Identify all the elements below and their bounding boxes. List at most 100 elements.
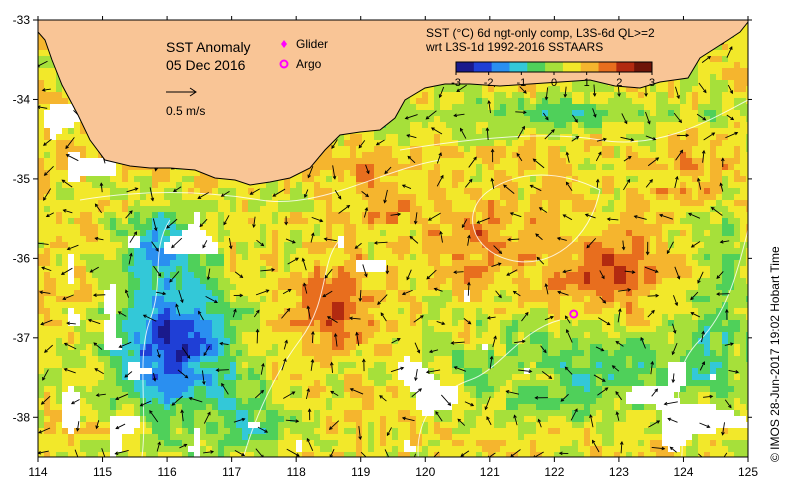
- anomaly-cell: [644, 164, 650, 170]
- anomaly-cell: [482, 140, 488, 146]
- anomaly-cell: [140, 218, 146, 224]
- anomaly-cell: [446, 218, 452, 224]
- anomaly-cell: [644, 182, 650, 188]
- anomaly-cell: [50, 146, 56, 152]
- anomaly-cell: [290, 230, 296, 236]
- anomaly-cell: [638, 134, 644, 140]
- anomaly-cell: [362, 134, 368, 140]
- anomaly-cell: [692, 110, 698, 116]
- anomaly-cell: [704, 236, 710, 242]
- anomaly-cell: [44, 254, 50, 260]
- anomaly-cell: [518, 146, 524, 152]
- anomaly-cell: [644, 260, 650, 266]
- anomaly-cell: [98, 176, 104, 182]
- anomaly-cell: [680, 248, 686, 254]
- anomaly-cell: [668, 170, 674, 176]
- anomaly-cell: [674, 248, 680, 254]
- anomaly-cell: [314, 164, 320, 170]
- anomaly-cell: [104, 212, 110, 218]
- anomaly-cell: [338, 236, 344, 242]
- anomaly-cell: [494, 212, 500, 218]
- anomaly-cell: [308, 188, 314, 194]
- anomaly-cell: [242, 194, 248, 200]
- anomaly-cell: [164, 212, 170, 218]
- anomaly-cell: [356, 188, 362, 194]
- anomaly-cell: [242, 182, 248, 188]
- anomaly-cell: [680, 116, 686, 122]
- anomaly-cell: [266, 224, 272, 230]
- anomaly-cell: [704, 128, 710, 134]
- anomaly-cell: [572, 176, 578, 182]
- anomaly-cell: [374, 146, 380, 152]
- anomaly-cell: [620, 212, 626, 218]
- anomaly-cell: [242, 254, 248, 260]
- anomaly-cell: [686, 170, 692, 176]
- anomaly-cell: [746, 68, 748, 74]
- anomaly-cell: [44, 176, 50, 182]
- anomaly-cell: [68, 200, 74, 206]
- anomaly-cell: [356, 230, 362, 236]
- anomaly-cell: [248, 254, 254, 260]
- anomaly-cell: [704, 230, 710, 236]
- anomaly-cell: [38, 146, 44, 152]
- anomaly-cell: [374, 236, 380, 242]
- anomaly-cell: [458, 170, 464, 176]
- anomaly-cell: [296, 194, 302, 200]
- anomaly-cell: [362, 206, 368, 212]
- anomaly-cell: [734, 128, 740, 134]
- anomaly-cell: [74, 206, 80, 212]
- anomaly-cell: [500, 92, 506, 98]
- anomaly-cell: [548, 182, 554, 188]
- anomaly-cell: [512, 116, 518, 122]
- anomaly-cell: [398, 230, 404, 236]
- anomaly-cell: [740, 170, 746, 176]
- anomaly-cell: [248, 266, 254, 272]
- anomaly-cell: [476, 230, 482, 236]
- anomaly-cell: [542, 122, 548, 128]
- anomaly-cell: [446, 242, 452, 248]
- anomaly-cell: [524, 188, 530, 194]
- anomaly-cell: [44, 80, 50, 86]
- anomaly-cell: [374, 140, 380, 146]
- anomaly-cell: [254, 200, 260, 206]
- anomaly-cell: [56, 158, 62, 164]
- anomaly-cell: [110, 254, 116, 260]
- anomaly-cell: [98, 260, 104, 266]
- anomaly-cell: [644, 110, 650, 116]
- anomaly-cell: [608, 122, 614, 128]
- anomaly-cell: [284, 242, 290, 248]
- anomaly-cell: [164, 236, 170, 242]
- anomaly-cell: [722, 104, 728, 110]
- anomaly-cell: [476, 98, 482, 104]
- anomaly-cell: [464, 230, 470, 236]
- anomaly-cell: [452, 182, 458, 188]
- anomaly-cell: [596, 134, 602, 140]
- anomaly-cell: [584, 236, 590, 242]
- anomaly-cell: [692, 140, 698, 146]
- anomaly-cell: [488, 242, 494, 248]
- anomaly-cell: [350, 140, 356, 146]
- anomaly-cell: [548, 224, 554, 230]
- anomaly-cell: [98, 170, 104, 176]
- anomaly-cell: [458, 158, 464, 164]
- anomaly-cell: [452, 170, 458, 176]
- anomaly-cell: [398, 134, 404, 140]
- anomaly-cell: [710, 182, 716, 188]
- anomaly-cell: [680, 254, 686, 260]
- anomaly-cell: [128, 242, 134, 248]
- anomaly-cell: [710, 68, 716, 74]
- anomaly-cell: [572, 218, 578, 224]
- anomaly-cell: [596, 200, 602, 206]
- anomaly-cell: [134, 224, 140, 230]
- anomaly-cell: [200, 260, 206, 266]
- anomaly-cell: [332, 182, 338, 188]
- anomaly-cell: [44, 92, 50, 98]
- anomaly-cell: [452, 194, 458, 200]
- anomaly-cell: [578, 116, 584, 122]
- anomaly-cell: [44, 56, 50, 62]
- anomaly-cell: [476, 182, 482, 188]
- anomaly-cell: [560, 242, 566, 248]
- anomaly-cell: [536, 158, 542, 164]
- anomaly-cell: [206, 224, 212, 230]
- anomaly-cell: [656, 206, 662, 212]
